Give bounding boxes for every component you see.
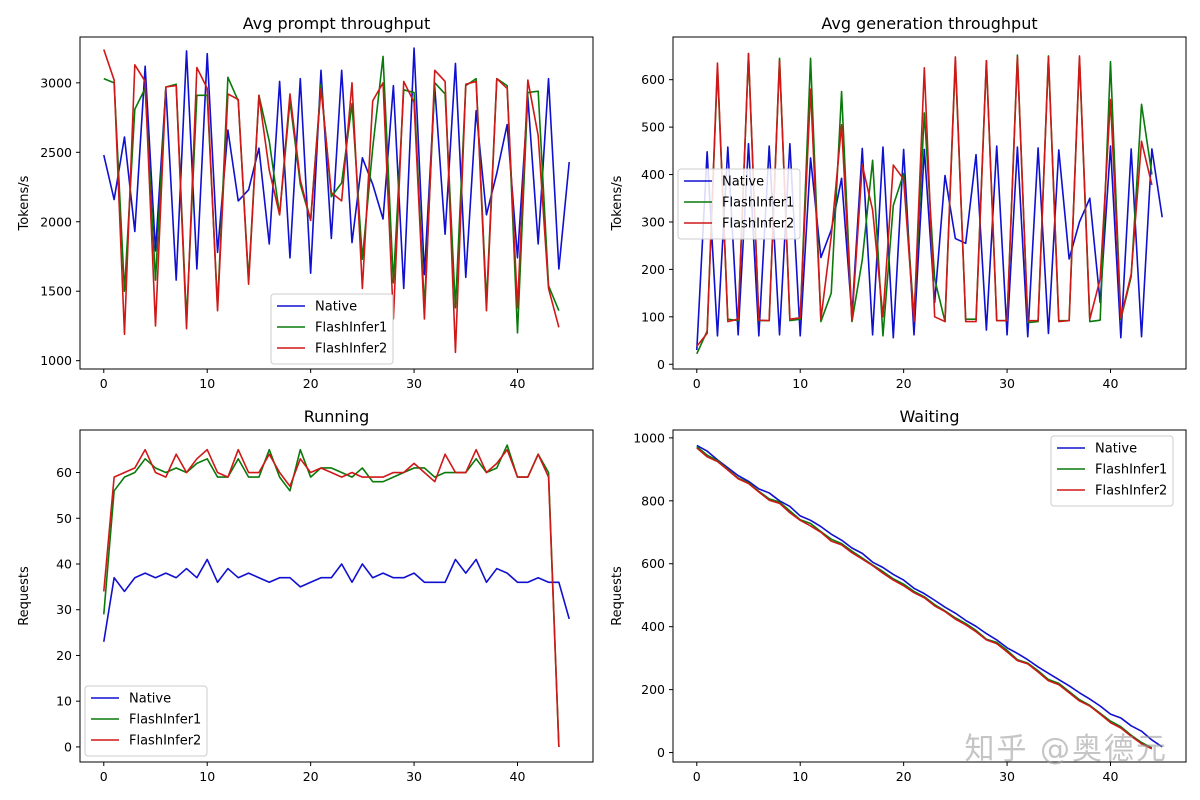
x-tick-label: 0 bbox=[693, 769, 701, 784]
y-tick-label: 200 bbox=[641, 682, 665, 697]
x-tick-label: 0 bbox=[693, 376, 701, 391]
legend-box bbox=[1050, 435, 1174, 507]
x-tick-label: 40 bbox=[510, 376, 526, 391]
y-tick-label: 2000 bbox=[40, 214, 72, 229]
x-tick-label: 0 bbox=[100, 376, 108, 391]
y-tick-label: 0 bbox=[657, 357, 665, 372]
y-tick-label: 0 bbox=[657, 745, 665, 760]
legend-box bbox=[270, 293, 394, 365]
plot-frame bbox=[672, 36, 1187, 370]
y-axis-label: Tokens/s bbox=[17, 175, 32, 231]
y-tick-label: 30 bbox=[56, 602, 72, 617]
x-tick-label: 30 bbox=[999, 769, 1015, 784]
legend-label: FlashInfer2 bbox=[315, 342, 387, 357]
y-tick-label: 3000 bbox=[40, 75, 72, 90]
x-tick-label: 20 bbox=[896, 769, 912, 784]
x-tick-label: 40 bbox=[1103, 376, 1119, 391]
x-tick-label: 30 bbox=[406, 769, 422, 784]
series-line-flashinfer1 bbox=[102, 444, 560, 747]
series-line-flashinfer1 bbox=[696, 446, 1153, 749]
y-axis-label: Requests bbox=[610, 566, 625, 626]
legend-label: Native bbox=[722, 175, 764, 190]
plot-frame bbox=[79, 36, 594, 370]
y-tick-label: 10 bbox=[56, 694, 72, 709]
legend-label: FlashInfer2 bbox=[129, 734, 201, 749]
y-tick-label: 100 bbox=[641, 309, 665, 324]
chart-title: Avg prompt throughput bbox=[243, 14, 430, 33]
y-tick-label: 40 bbox=[56, 556, 72, 571]
y-tick-label: 200 bbox=[641, 262, 665, 277]
chart-title: Running bbox=[304, 407, 370, 426]
legend-label: Native bbox=[129, 692, 171, 707]
legend-box bbox=[677, 168, 801, 240]
legend-label: FlashInfer1 bbox=[722, 196, 794, 211]
x-tick-label: 20 bbox=[303, 376, 319, 391]
y-tick-label: 50 bbox=[56, 511, 72, 526]
legend: Native FlashInfer1 FlashInfer2 bbox=[84, 685, 208, 757]
series-line-flashinfer2 bbox=[102, 448, 560, 747]
y-tick-label: 0 bbox=[64, 739, 72, 754]
x-tick-label: 10 bbox=[792, 376, 808, 391]
y-tick-label: 60 bbox=[56, 465, 72, 480]
y-tick-label: 800 bbox=[641, 493, 665, 508]
legend-label: Native bbox=[315, 300, 357, 315]
x-tick-label: 0 bbox=[100, 769, 108, 784]
legend-label: FlashInfer2 bbox=[1095, 484, 1167, 499]
x-tick-label: 40 bbox=[510, 769, 526, 784]
chart-panel-3: Running Requests 0 10 20 30 40 0 10 20 30 40 50 60 Nat… bbox=[17, 407, 594, 784]
x-tick-label: 10 bbox=[792, 769, 808, 784]
y-tick-label: 20 bbox=[56, 648, 72, 663]
y-axis-label: Tokens/s bbox=[610, 175, 625, 231]
plot-frame bbox=[79, 429, 594, 763]
legend-label: FlashInfer1 bbox=[129, 713, 201, 728]
legend-box bbox=[84, 685, 208, 757]
x-tick-label: 30 bbox=[406, 376, 422, 391]
y-tick-label: 400 bbox=[641, 619, 665, 634]
legend-label: FlashInfer2 bbox=[722, 217, 794, 232]
chart-title: Avg generation throughput bbox=[821, 14, 1037, 33]
x-tick-label: 30 bbox=[999, 376, 1015, 391]
series-line-native bbox=[103, 558, 570, 642]
x-tick-label: 20 bbox=[303, 769, 319, 784]
legend: Native FlashInfer1 FlashInfer2 bbox=[1050, 435, 1174, 507]
y-tick-label: 2500 bbox=[40, 145, 72, 160]
legend-label: Native bbox=[1095, 442, 1137, 457]
plot-frame bbox=[672, 429, 1187, 763]
legend: Native FlashInfer1 FlashInfer2 bbox=[270, 293, 394, 365]
y-tick-label: 500 bbox=[641, 120, 665, 135]
chart-panel-1: Avg prompt throughput Tokens/s 0 10 20 30 40 10… bbox=[17, 14, 594, 391]
chart-title: Waiting bbox=[899, 407, 959, 426]
legend: Native FlashInfer1 FlashInfer2 bbox=[677, 168, 801, 240]
watermark: 知乎 @奥德元 bbox=[964, 732, 1168, 767]
y-tick-label: 1000 bbox=[633, 430, 665, 445]
series-line-flashinfer2 bbox=[696, 447, 1153, 750]
y-tick-label: 400 bbox=[641, 167, 665, 182]
x-tick-label: 40 bbox=[1103, 769, 1119, 784]
y-tick-label: 600 bbox=[641, 556, 665, 571]
y-tick-label: 1000 bbox=[40, 353, 72, 368]
y-tick-label: 300 bbox=[641, 214, 665, 229]
series-line-native bbox=[696, 444, 1163, 748]
y-axis-label: Requests bbox=[17, 566, 32, 626]
x-tick-label: 10 bbox=[199, 769, 215, 784]
x-tick-label: 10 bbox=[199, 376, 215, 391]
y-tick-label: 1500 bbox=[40, 284, 72, 299]
series-line-flashinfer2 bbox=[103, 49, 560, 354]
y-tick-label: 600 bbox=[641, 72, 665, 87]
chart-panel-2: Avg generation throughput Tokens/s 0 10 20 30… bbox=[610, 14, 1187, 391]
legend-label: FlashInfer1 bbox=[1095, 463, 1167, 478]
x-tick-label: 20 bbox=[896, 376, 912, 391]
legend-label: FlashInfer1 bbox=[315, 321, 387, 336]
